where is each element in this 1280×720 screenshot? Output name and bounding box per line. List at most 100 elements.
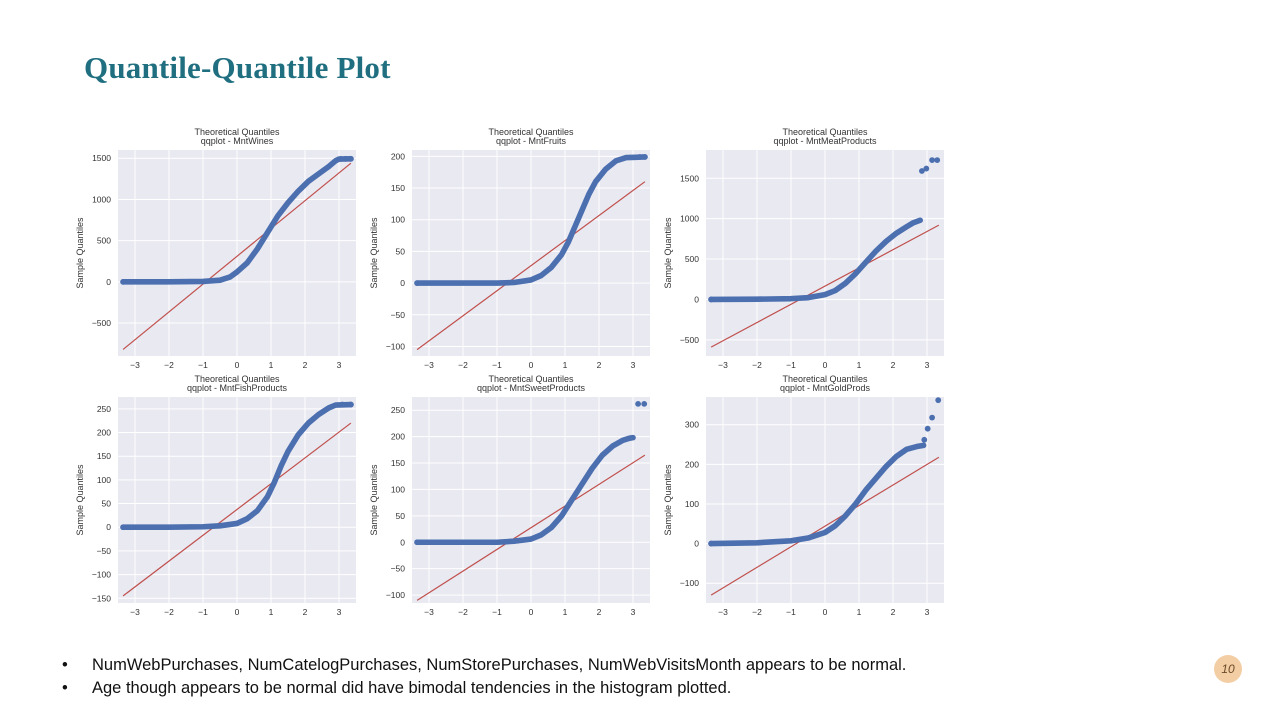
plot-area: [708, 157, 941, 348]
x-tick-label: 3: [925, 360, 930, 370]
y-tick-label: 0: [400, 278, 405, 288]
data-point: [642, 154, 648, 160]
x-tick-label: 2: [303, 607, 308, 617]
x-tick-label: −2: [752, 360, 762, 370]
x-tick-label: 2: [303, 360, 308, 370]
chart-title: qqplot - MntSweetProducts: [477, 383, 586, 393]
x-tick-label: −3: [424, 607, 434, 617]
reference-line: [416, 454, 646, 601]
qq-chart: −3 −2 −1 0 1 2 3 −100 −50 0 50 100 150 200 Theoretical…: [369, 127, 650, 370]
bullet-item: Age though appears to be normal did have…: [60, 677, 1160, 700]
chart-title: qqplot - MntMeatProducts: [773, 136, 877, 146]
chart-title: qqplot - MntFishProducts: [187, 383, 288, 393]
y-tick-label: −500: [92, 318, 111, 328]
x-tick-label: −2: [458, 607, 468, 617]
page-number-badge: 10: [1214, 655, 1242, 683]
y-tick-label: 50: [396, 246, 406, 256]
data-point: [120, 524, 126, 531]
qq-chart: −3 −2 −1 0 1 2 3 −500 0 500 1000 1500 Theoretical Qu…: [663, 127, 944, 370]
y-axis-label: Sample Quantiles: [663, 464, 673, 536]
chart-title: qqplot - MntFruits: [496, 136, 567, 146]
data-point: [348, 401, 354, 408]
x-axis-title: Theoretical Quantiles: [488, 374, 574, 384]
data-point: [641, 400, 648, 407]
x-tick-label: −2: [164, 360, 174, 370]
data-point: [929, 414, 935, 421]
x-tick-label: 0: [823, 360, 828, 370]
y-tick-label: 200: [391, 432, 405, 442]
reference-line: [122, 162, 352, 350]
y-tick-label: 250: [97, 404, 111, 414]
sample-quantile-points: [414, 434, 636, 546]
x-tick-label: −3: [718, 360, 728, 370]
x-tick-label: 3: [631, 607, 636, 617]
x-tick-label: −3: [130, 360, 140, 370]
y-tick-label: −100: [92, 570, 111, 580]
y-tick-label: −50: [97, 546, 112, 556]
x-tick-label: 0: [235, 360, 240, 370]
y-tick-label: 150: [391, 183, 405, 193]
x-tick-label: −2: [752, 607, 762, 617]
plot-area: [414, 154, 648, 351]
data-point: [934, 157, 941, 163]
data-point: [923, 165, 930, 172]
x-tick-label: 1: [857, 360, 862, 370]
y-tick-label: 1500: [92, 153, 111, 163]
y-tick-label: 500: [97, 236, 111, 246]
y-tick-label: 1500: [680, 173, 699, 183]
y-tick-label: 0: [106, 522, 111, 532]
x-axis-title: Theoretical Quantiles: [782, 127, 868, 137]
sample-quantile-points: [708, 217, 923, 303]
x-tick-label: 3: [337, 607, 342, 617]
plot-area: [708, 397, 942, 596]
y-axis-label: Sample Quantiles: [75, 464, 85, 536]
x-tick-label: 0: [529, 360, 534, 370]
y-tick-label: −100: [680, 578, 699, 588]
bullet-list: NumWebPurchases, NumCatelogPurchases, Nu…: [60, 654, 1160, 700]
y-tick-label: 50: [396, 511, 406, 521]
x-tick-label: 0: [529, 607, 534, 617]
x-tick-label: 2: [597, 360, 602, 370]
x-tick-label: 3: [925, 607, 930, 617]
qq-chart: −3 −2 −1 0 1 2 3 −100 0 100 200 300 Theoretical Quan…: [663, 374, 944, 617]
x-axis-title: Theoretical Quantiles: [194, 127, 280, 137]
data-point: [120, 278, 126, 285]
x-tick-label: 1: [563, 360, 568, 370]
slide-title: Quantile-Quantile Plot: [84, 50, 391, 85]
plot-area: [120, 155, 354, 350]
x-tick-label: −1: [786, 607, 796, 617]
x-tick-label: 2: [597, 607, 602, 617]
x-tick-label: 0: [235, 607, 240, 617]
y-tick-label: 0: [400, 537, 405, 547]
sample-quantile-points: [120, 401, 354, 531]
y-tick-label: −50: [391, 310, 406, 320]
x-axis-title: Theoretical Quantiles: [488, 127, 574, 137]
x-tick-label: −1: [786, 360, 796, 370]
y-tick-label: −500: [680, 335, 699, 345]
reference-line: [122, 422, 352, 597]
y-tick-label: 150: [391, 458, 405, 468]
y-tick-label: 100: [391, 215, 405, 225]
y-tick-label: −100: [386, 341, 405, 351]
y-axis-label: Sample Quantiles: [75, 217, 85, 289]
x-tick-label: −1: [492, 607, 502, 617]
data-point: [708, 540, 714, 547]
chart-title: qqplot - MntGoldProds: [780, 383, 871, 393]
data-point: [339, 401, 346, 408]
sample-quantile-points: [120, 156, 354, 285]
y-tick-label: 500: [685, 254, 699, 264]
y-tick-label: −150: [92, 593, 111, 603]
data-point: [337, 155, 344, 162]
reference-line: [416, 181, 646, 351]
x-tick-label: −1: [198, 360, 208, 370]
y-axis-label: Sample Quantiles: [369, 464, 379, 536]
x-tick-label: −2: [164, 607, 174, 617]
y-tick-label: 100: [97, 475, 111, 485]
data-point: [924, 425, 931, 432]
x-axis-title: Theoretical Quantiles: [782, 374, 868, 384]
x-tick-label: −1: [492, 360, 502, 370]
x-tick-label: −3: [130, 607, 140, 617]
x-tick-label: −2: [458, 360, 468, 370]
x-tick-label: −1: [198, 607, 208, 617]
